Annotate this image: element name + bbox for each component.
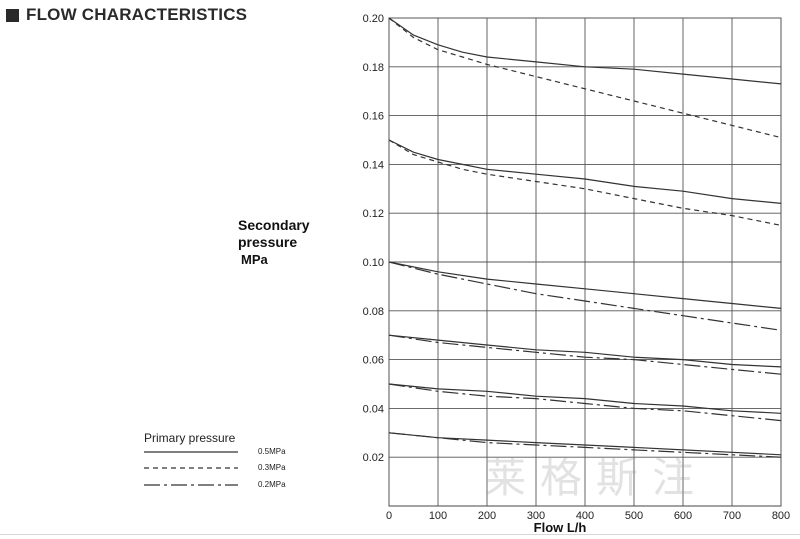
y-axis-label-unit: MPa — [241, 252, 268, 267]
watermark-text: 莱格斯注 — [484, 453, 709, 502]
y-tick-label: 0.04 — [363, 403, 384, 415]
page-header: FLOW CHARACTERISTICS — [6, 5, 247, 25]
y-tick-label: 0.12 — [363, 208, 384, 220]
series-line-dashdot — [388, 261, 782, 331]
x-tick-label: 0 — [386, 510, 392, 522]
series-line-solid — [388, 334, 782, 368]
legend-label: 0.2MPa — [258, 480, 286, 489]
chart-series — [388, 17, 782, 458]
bottom-divider — [0, 534, 800, 535]
legend-label: 0.5MPa — [258, 447, 286, 456]
legend-item-0.2mpa: 0.2MPa — [144, 479, 286, 491]
chart-ticks: 0 100 200 300 400 500 600 700 800 0.02 0.04 0.06 0.0… — [363, 13, 791, 522]
chart-grid — [388, 17, 782, 507]
x-tick-label: 700 — [723, 510, 741, 522]
x-tick-label: 600 — [674, 510, 692, 522]
x-tick-label: 400 — [576, 510, 594, 522]
page-title: FLOW CHARACTERISTICS — [26, 5, 248, 24]
legend-item-0.5mpa: 0.5MPa — [144, 446, 286, 458]
y-tick-label: 0.14 — [363, 159, 384, 171]
series-line-dashed — [388, 17, 782, 139]
y-tick-label: 0.20 — [363, 13, 384, 25]
series-line-dashed — [388, 139, 782, 226]
series-line-dashdot — [388, 334, 782, 375]
series-line-solid — [388, 383, 782, 414]
legend-label: 0.3MPa — [258, 463, 286, 472]
x-tick-label: 300 — [527, 510, 545, 522]
x-tick-label: 200 — [478, 510, 496, 522]
y-axis-label: Secondary pressure MPa — [238, 217, 310, 268]
legend-item-0.3mpa: 0.3MPa — [144, 462, 286, 474]
y-tick-label: 0.10 — [363, 257, 384, 269]
y-tick-label: 0.08 — [363, 306, 384, 318]
series-line-solid — [388, 432, 782, 456]
y-tick-label: 0.16 — [363, 111, 384, 123]
series-line-solid — [388, 17, 782, 85]
series-line-dashdot — [388, 432, 782, 458]
legend-title: Primary pressure — [144, 431, 236, 445]
series-line-solid — [388, 139, 782, 204]
y-tick-label: 0.06 — [363, 355, 384, 367]
y-tick-label: 0.18 — [363, 62, 384, 74]
legend-swatch-dashdot — [144, 484, 238, 486]
x-tick-label: 500 — [625, 510, 643, 522]
series-line-solid — [388, 261, 782, 309]
x-tick-label: 800 — [772, 510, 790, 522]
title-bullet-square — [6, 8, 19, 22]
y-tick-label: 0.02 — [363, 452, 384, 464]
legend-swatch-solid — [144, 451, 238, 453]
x-axis-label: Flow L/h — [534, 520, 587, 535]
x-tick-label: 100 — [429, 510, 447, 522]
y-axis-label-line-2: pressure — [238, 234, 298, 250]
series-line-dashdot — [388, 383, 782, 422]
y-axis-label-line-1: Secondary — [238, 217, 310, 233]
legend-swatch-dashed — [144, 467, 238, 469]
